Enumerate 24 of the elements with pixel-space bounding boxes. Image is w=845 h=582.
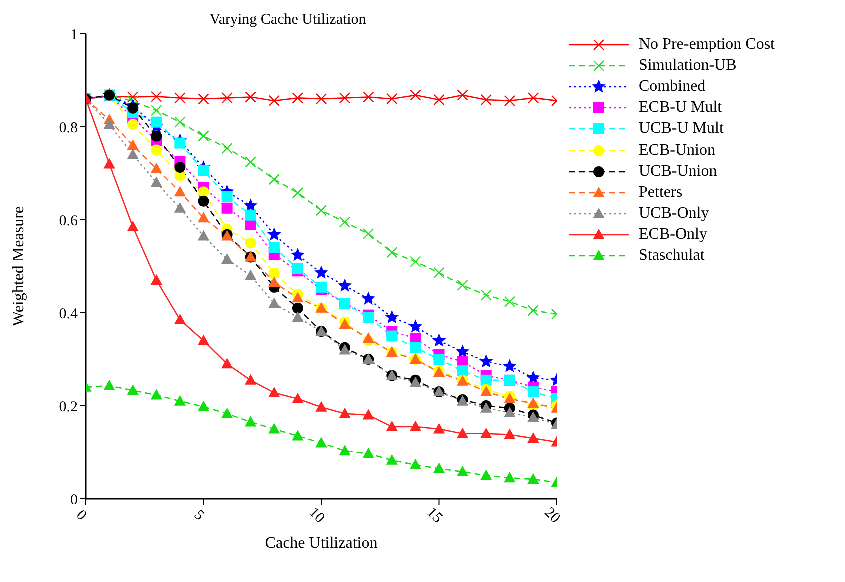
chart-title: Varying Cache Utilization bbox=[208, 12, 368, 29]
legend-label: UCB-Union bbox=[639, 162, 718, 181]
y-tick-label: 0.6 bbox=[59, 213, 78, 230]
legend-label: ECB-Union bbox=[639, 142, 716, 160]
x-tick-label: 15 bbox=[424, 504, 446, 527]
y-tick-label: 0.4 bbox=[59, 306, 78, 322]
x-tick-label: 10 bbox=[306, 504, 328, 527]
x-axis-title: Cache Utilization bbox=[265, 535, 378, 552]
legend-label: Simulation-UB bbox=[639, 56, 737, 75]
legend-label: UCB-U Mult bbox=[639, 120, 724, 138]
legend-label: UCB-Only bbox=[639, 205, 710, 224]
x-tick-label: 20 bbox=[541, 504, 564, 527]
legend-label: ECB-U Mult bbox=[639, 99, 722, 118]
y-tick-label: 0.2 bbox=[59, 399, 78, 416]
legend-label: Staschulat bbox=[639, 247, 705, 266]
y-axis-title: Weighted Measure bbox=[10, 206, 28, 326]
legend-label: Petters bbox=[639, 184, 683, 202]
legend-label: No Pre-emption Cost bbox=[639, 36, 775, 54]
legend-label: ECB-Only bbox=[639, 226, 708, 244]
x-tick-label: 5 bbox=[190, 507, 208, 524]
y-tick-label: 1 bbox=[70, 27, 78, 44]
y-tick-label: 0 bbox=[70, 492, 78, 508]
y-tick-label: 0.8 bbox=[59, 120, 78, 136]
legend-label: Combined bbox=[639, 78, 706, 96]
